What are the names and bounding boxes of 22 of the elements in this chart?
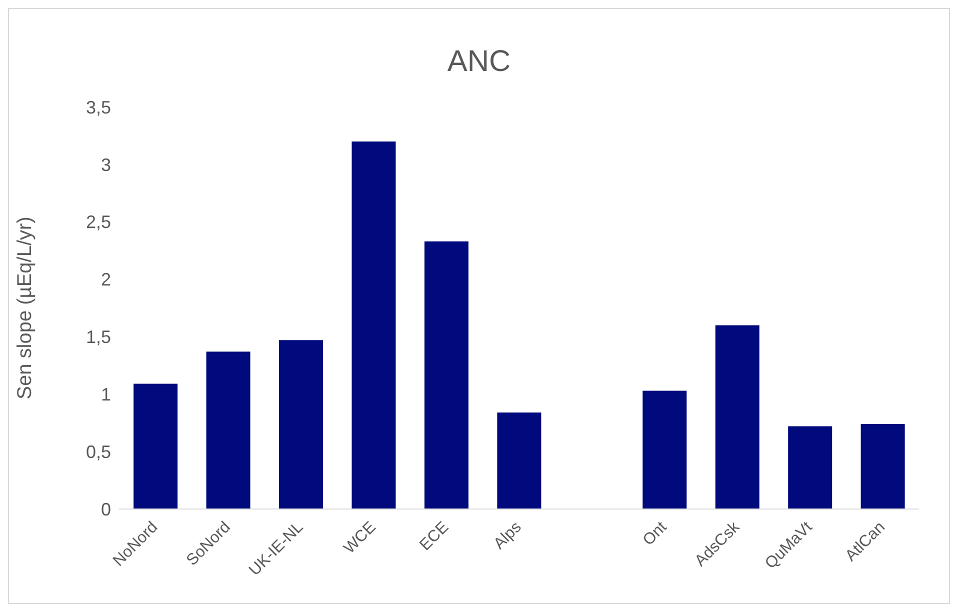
bar bbox=[642, 390, 687, 509]
bar bbox=[497, 412, 542, 509]
y-tick-label: 1 bbox=[100, 384, 111, 405]
bar bbox=[206, 352, 250, 509]
y-tick-label: 2,5 bbox=[86, 212, 111, 232]
y-tick-label: 0,5 bbox=[86, 442, 111, 462]
bar bbox=[788, 426, 832, 509]
bar bbox=[424, 241, 468, 509]
x-tick-label: Ont bbox=[640, 518, 671, 550]
bar bbox=[279, 340, 323, 509]
bar bbox=[352, 141, 396, 509]
y-tick-label: 1,5 bbox=[86, 327, 111, 348]
y-tick-label: 0 bbox=[100, 499, 111, 520]
y-tick-label: 2 bbox=[100, 270, 111, 290]
chart-title: ANC bbox=[446, 45, 512, 80]
x-tick-label: Alps bbox=[490, 518, 525, 553]
y-tick-label: 3,5 bbox=[86, 97, 111, 118]
bar bbox=[860, 424, 905, 509]
y-axis-title: Sen slope (µEq/L/yr) bbox=[14, 216, 36, 400]
bar bbox=[715, 325, 760, 509]
bar bbox=[134, 384, 178, 509]
y-tick-label: 3 bbox=[100, 154, 111, 175]
